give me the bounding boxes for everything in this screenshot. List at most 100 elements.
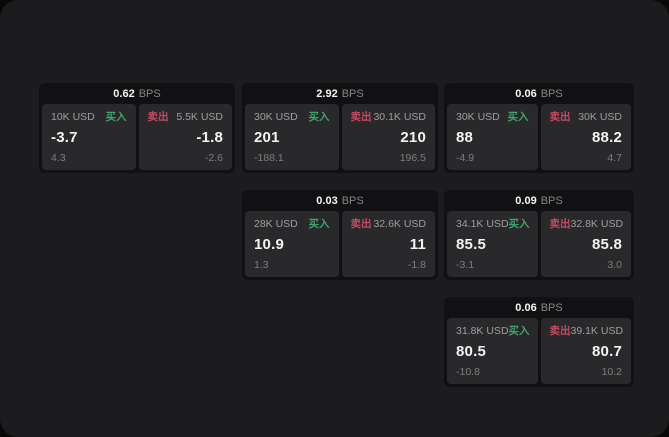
buy-side-label: 买入 — [308, 218, 330, 230]
buy-top-row: 30K USD 买入 — [456, 111, 529, 123]
sell-sub-value: -1.8 — [407, 259, 426, 271]
sell-panel[interactable]: 卖出 30K USD 88.2 4.7 — [540, 104, 631, 170]
sell-side-label: 卖出 — [147, 111, 169, 123]
sell-sub-value: -2.6 — [204, 152, 223, 164]
buy-sub-value: -4.9 — [456, 152, 475, 164]
buy-sub-value: -10.8 — [456, 366, 480, 378]
spread-unit: BPS — [341, 87, 364, 100]
spread-value: 0.09 — [515, 194, 537, 207]
buy-size-label: 28K USD — [254, 218, 298, 230]
spread-unit: BPS — [540, 87, 563, 100]
sell-size-label: 5.5K USD — [176, 111, 223, 123]
buy-panel[interactable]: 30K USD 买入 201 -188.1 — [245, 104, 339, 170]
buy-top-row: 34.1K USD 买入 — [456, 218, 530, 230]
sell-price: 88.2 — [592, 128, 622, 146]
buy-side-label: 买入 — [508, 218, 530, 230]
sell-sub-value: 196.5 — [399, 152, 426, 164]
quote-panels: 34.1K USD 买入 85.5 -3.1 卖出 32.8K USD 85.8… — [444, 211, 634, 280]
sell-side-label: 卖出 — [549, 325, 571, 337]
sell-price: 11 — [409, 235, 426, 253]
buy-price: -3.7 — [51, 128, 78, 146]
spread-value: 0.06 — [515, 87, 537, 100]
buy-top-row: 31.8K USD 买入 — [456, 325, 530, 337]
buy-panel[interactable]: 34.1K USD 买入 85.5 -3.1 — [447, 211, 538, 277]
quote-panels: 10K USD 买入 -3.7 4.3 卖出 5.5K USD -1.8 -2.… — [39, 104, 235, 173]
buy-panel[interactable]: 31.8K USD 买入 80.5 -10.8 — [447, 318, 538, 384]
buy-size-label: 30K USD — [254, 111, 298, 123]
sell-price: 85.8 — [592, 235, 622, 253]
buy-side-label: 买入 — [507, 111, 529, 123]
sell-panel[interactable]: 卖出 30.1K USD 210 196.5 — [341, 104, 435, 170]
buy-side-label: 买入 — [508, 325, 530, 337]
buy-size-label: 31.8K USD — [456, 325, 509, 337]
spread-header: 0.62 BPS — [39, 83, 235, 104]
sell-sub-value: 3.0 — [607, 259, 622, 271]
sell-top-row: 卖出 32.6K USD — [351, 218, 427, 230]
buy-price: 201 — [254, 128, 280, 146]
spread-value: 2.92 — [316, 87, 338, 100]
sell-sub-value: 4.7 — [607, 152, 622, 164]
sell-side-label: 卖出 — [350, 111, 372, 123]
spread-unit: BPS — [138, 87, 161, 100]
sell-top-row: 卖出 30.1K USD — [351, 111, 427, 123]
quote-panels: 30K USD 买入 201 -188.1 卖出 30.1K USD 210 1… — [242, 104, 438, 173]
spread-unit: BPS — [540, 301, 563, 314]
sell-top-row: 卖出 5.5K USD — [148, 111, 224, 123]
buy-sub-value: 1.3 — [254, 259, 269, 271]
buy-top-row: 30K USD 买入 — [254, 111, 330, 123]
buy-panel[interactable]: 30K USD 买入 88 -4.9 — [447, 104, 538, 170]
sell-size-label: 39.1K USD — [570, 325, 624, 337]
quote-card-3: 0.06 BPS 30K USD 买入 88 -4.9 卖出 30K USD — [444, 83, 634, 173]
sell-price: -1.8 — [196, 128, 223, 146]
sell-side-label: 卖出 — [350, 218, 372, 230]
spread-header: 0.09 BPS — [444, 190, 634, 211]
spread-value: 0.03 — [316, 194, 338, 207]
sell-top-row: 卖出 32.8K USD — [550, 218, 624, 230]
buy-price: 85.5 — [456, 235, 486, 253]
sell-top-row: 卖出 39.1K USD — [549, 325, 624, 337]
buy-size-label: 34.1K USD — [456, 218, 509, 230]
buy-top-row: 10K USD 买入 — [51, 111, 127, 123]
buy-size-label: 10K USD — [51, 111, 95, 123]
buy-sub-value: -3.1 — [456, 259, 475, 271]
buy-panel[interactable]: 28K USD 买入 10.9 1.3 — [245, 211, 339, 277]
quote-card-1: 0.62 BPS 10K USD 买入 -3.7 4.3 卖出 5.5K USD — [39, 83, 235, 173]
sell-size-label: 30K USD — [578, 111, 622, 123]
spread-header: 0.06 BPS — [444, 83, 634, 104]
spread-value: 0.62 — [113, 87, 135, 100]
buy-price: 10.9 — [254, 235, 284, 253]
buy-sub-value: -188.1 — [254, 152, 284, 164]
buy-side-label: 买入 — [308, 111, 330, 123]
sell-panel[interactable]: 卖出 5.5K USD -1.8 -2.6 — [138, 104, 232, 170]
quote-panels: 28K USD 买入 10.9 1.3 卖出 32.6K USD 11 -1.8 — [242, 211, 438, 280]
buy-top-row: 28K USD 买入 — [254, 218, 330, 230]
buy-price: 88 — [456, 128, 474, 146]
sell-price: 210 — [400, 128, 426, 146]
buy-side-label: 买入 — [105, 111, 127, 123]
buy-sub-value: 4.3 — [51, 152, 66, 164]
buy-panel[interactable]: 10K USD 买入 -3.7 4.3 — [42, 104, 136, 170]
sell-size-label: 32.6K USD — [373, 218, 426, 230]
sell-panel[interactable]: 卖出 39.1K USD 80.7 10.2 — [540, 318, 631, 384]
sell-price: 80.7 — [592, 342, 622, 360]
spread-header: 0.03 BPS — [242, 190, 438, 211]
spread-unit: BPS — [341, 194, 364, 207]
sell-panel[interactable]: 卖出 32.6K USD 11 -1.8 — [341, 211, 435, 277]
buy-size-label: 30K USD — [456, 111, 500, 123]
quote-card-5: 0.09 BPS 34.1K USD 买入 85.5 -3.1 卖出 32.8K… — [444, 190, 634, 280]
sell-size-label: 30.1K USD — [373, 111, 426, 123]
spread-value: 0.06 — [515, 301, 537, 314]
sell-top-row: 卖出 30K USD — [550, 111, 623, 123]
quote-card-4: 0.03 BPS 28K USD 买入 10.9 1.3 卖出 32.6K US… — [242, 190, 438, 280]
quote-card-2: 2.92 BPS 30K USD 买入 201 -188.1 卖出 30.1K … — [242, 83, 438, 173]
spread-header: 0.06 BPS — [444, 297, 634, 318]
sell-sub-value: 10.2 — [601, 366, 622, 378]
sell-size-label: 32.8K USD — [570, 218, 624, 230]
buy-price: 80.5 — [456, 342, 486, 360]
sell-panel[interactable]: 卖出 32.8K USD 85.8 3.0 — [540, 211, 631, 277]
quote-card-6: 0.06 BPS 31.8K USD 买入 80.5 -10.8 卖出 39.1… — [444, 297, 634, 387]
spread-header: 2.92 BPS — [242, 83, 438, 104]
quote-panels: 30K USD 买入 88 -4.9 卖出 30K USD 88.2 4.7 — [444, 104, 634, 173]
